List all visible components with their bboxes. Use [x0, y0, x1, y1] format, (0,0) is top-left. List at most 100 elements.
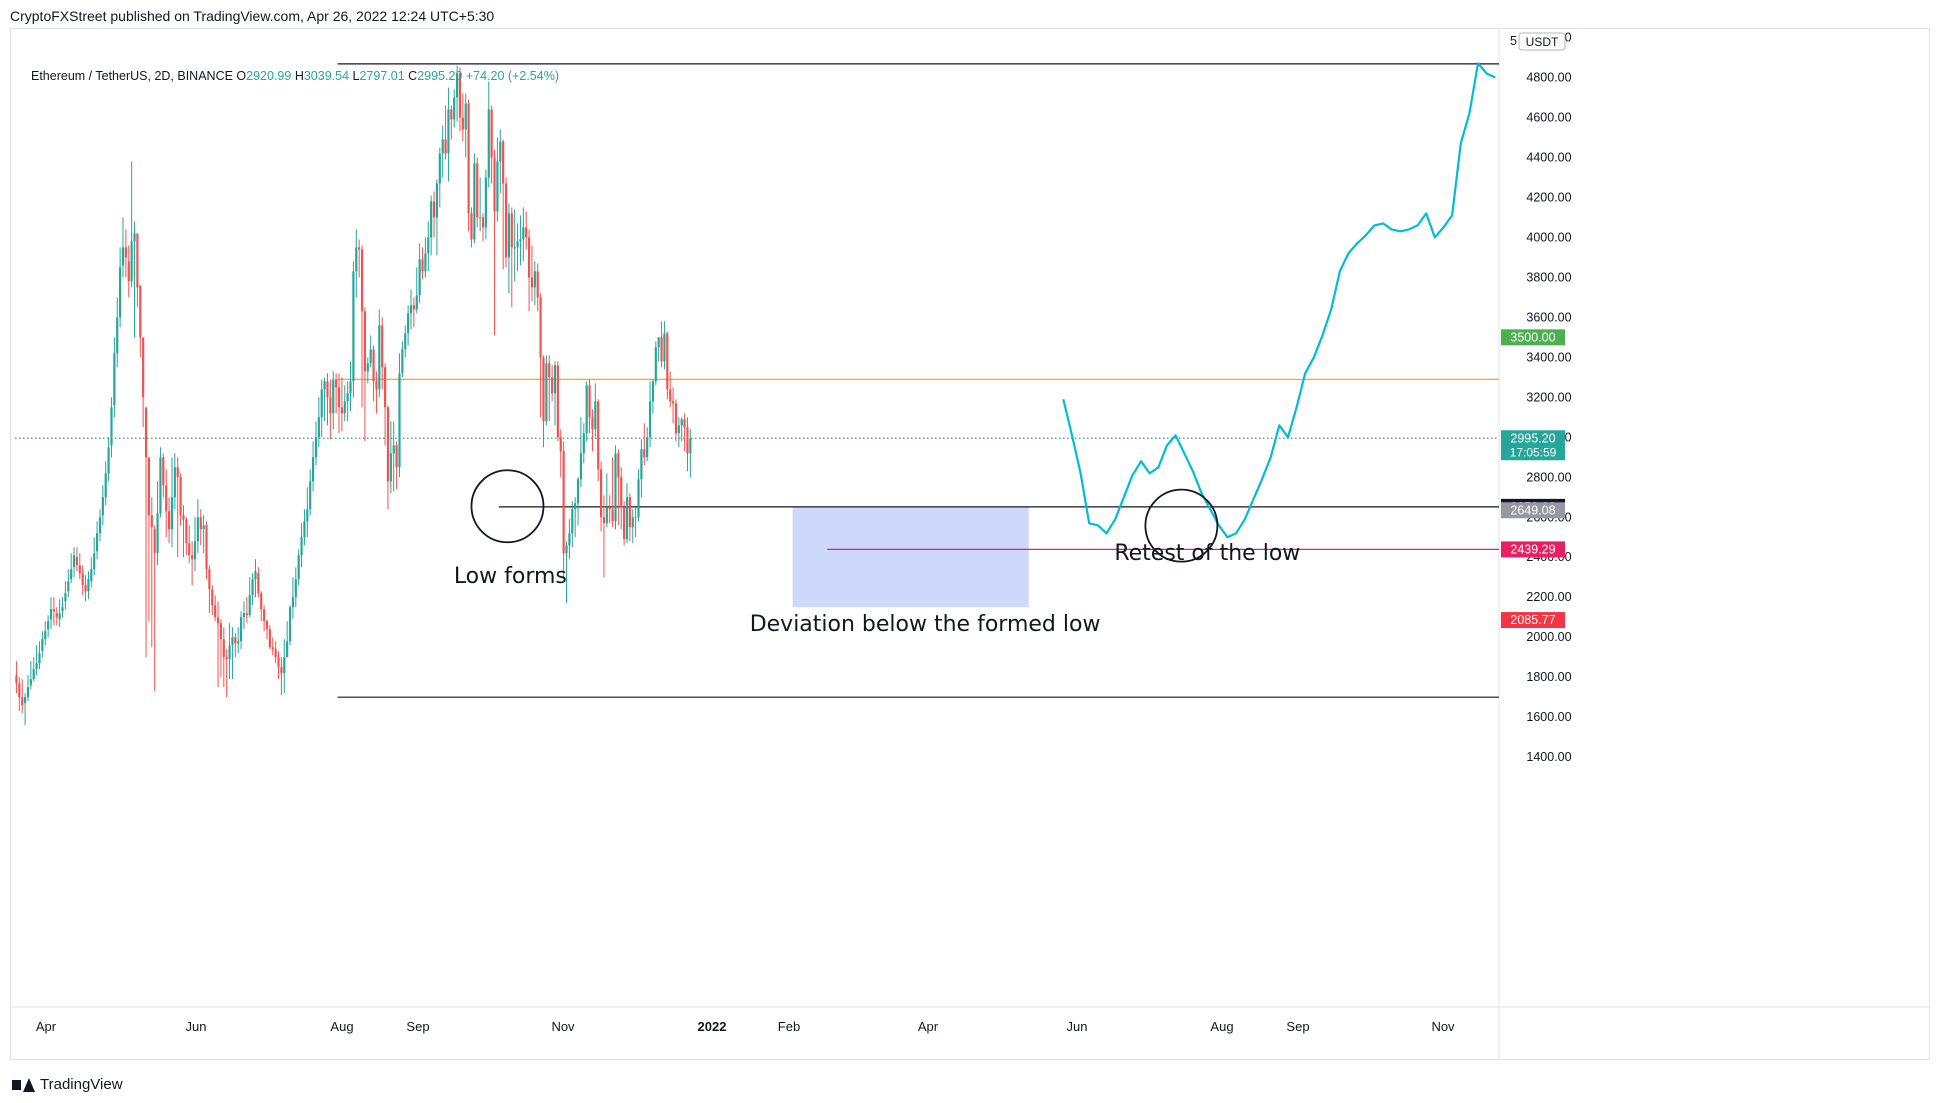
- candle-body: [234, 637, 237, 644]
- candle-body: [225, 657, 228, 660]
- candle-body: [153, 529, 156, 554]
- candle-body: [611, 509, 614, 522]
- candle-body: [87, 579, 90, 592]
- candle-body: [496, 161, 499, 212]
- y-tick-label: 5: [1510, 34, 1517, 48]
- symbol-legend: Ethereum / TetherUS, 2D, BINANCE O2920.9…: [31, 69, 559, 83]
- candle-body: [294, 579, 297, 598]
- candle-body: [430, 201, 433, 238]
- candle-body: [179, 477, 182, 516]
- price-label-box: [1501, 329, 1565, 346]
- candle-body: [167, 511, 171, 530]
- candle-body: [222, 639, 225, 658]
- low-forms-annotation: Low forms: [454, 564, 567, 589]
- candle-body: [441, 139, 444, 154]
- candle-body: [450, 109, 453, 120]
- candle-body: [205, 525, 208, 570]
- candle-body: [499, 141, 502, 162]
- candle-body: [329, 397, 332, 414]
- candle-body: [476, 163, 479, 218]
- high-label: H: [294, 69, 304, 83]
- currency-label: USDT: [1526, 35, 1559, 49]
- candle-body: [513, 247, 516, 249]
- candle-body: [510, 213, 513, 248]
- candle-body: [493, 157, 496, 212]
- candle-body: [637, 479, 640, 518]
- candle-body: [608, 507, 611, 510]
- candle-body: [133, 233, 136, 242]
- candle-body: [424, 253, 427, 272]
- close-label: C: [408, 69, 418, 83]
- candle-body: [381, 325, 384, 368]
- candle-body: [686, 427, 689, 454]
- candle-body: [588, 385, 591, 418]
- candle-body: [254, 571, 257, 580]
- candle-body: [271, 647, 274, 650]
- candle-body: [311, 457, 315, 482]
- candle-body: [21, 697, 24, 706]
- y-tick-label: 4000.00: [1526, 230, 1571, 244]
- y-tick-label: 3800.00: [1526, 270, 1571, 284]
- candle-body: [527, 237, 531, 278]
- candle-body: [634, 517, 637, 519]
- candle-body: [516, 241, 519, 248]
- candle-body: [458, 73, 462, 118]
- candle-body: [332, 379, 335, 414]
- candle-body: [251, 579, 254, 596]
- candle-body: [623, 507, 626, 540]
- candle-body: [64, 593, 67, 602]
- candle-body: [522, 227, 525, 240]
- price-label-box: [1501, 502, 1565, 519]
- candle-body: [90, 569, 93, 582]
- candle-body: [504, 183, 508, 258]
- candle-body: [432, 201, 436, 218]
- x-tick-label: Nov: [551, 1019, 575, 1034]
- y-tick-label: 4800.00: [1526, 70, 1571, 84]
- candle-body: [666, 333, 669, 390]
- candle-body: [144, 407, 148, 458]
- candle-body: [363, 311, 367, 372]
- x-tick-label: 2022: [698, 1019, 727, 1034]
- candle-body: [404, 333, 407, 350]
- chart-frame[interactable]: Low forms Deviation below the formed low R…: [10, 28, 1930, 1060]
- y-tick-label: 4600.00: [1526, 110, 1571, 124]
- candle-body: [602, 517, 606, 524]
- candle-body: [216, 617, 220, 624]
- candle-body: [643, 449, 646, 458]
- candle-body: [116, 317, 119, 354]
- candle-body: [412, 305, 415, 310]
- retest-circle: [1144, 488, 1219, 563]
- candle-body: [548, 363, 551, 378]
- candle-body: [369, 349, 372, 364]
- candle-body: [107, 447, 110, 474]
- candle-body: [35, 663, 38, 670]
- candle-body: [142, 337, 145, 398]
- candle-body: [211, 589, 214, 606]
- currency-box: [1518, 32, 1566, 51]
- candle-body: [392, 445, 395, 454]
- close-value: 2995.20: [417, 69, 463, 83]
- candles-group: [15, 65, 692, 726]
- candle-body: [317, 417, 320, 438]
- candle-body: [202, 525, 205, 530]
- price-label-box: [1501, 430, 1565, 461]
- high-value: 3039.54: [303, 69, 350, 83]
- price-chart[interactable]: Low forms Deviation below the formed low R…: [11, 29, 1929, 1059]
- candle-body: [677, 425, 680, 434]
- candle-body: [640, 449, 643, 480]
- candle-body: [130, 241, 133, 282]
- candle-body: [15, 675, 18, 684]
- candle-body: [571, 509, 574, 534]
- candle-body: [242, 613, 246, 618]
- candle-body: [487, 109, 490, 178]
- candle-body: [349, 381, 352, 394]
- candle-body: [669, 389, 672, 402]
- x-tick-label: Nov: [1431, 1019, 1455, 1034]
- candle-body: [594, 401, 597, 430]
- candle-body: [455, 73, 459, 98]
- candle-body: [268, 629, 271, 648]
- candle-body: [320, 389, 323, 418]
- candle-body: [427, 237, 430, 254]
- candle-body: [286, 641, 289, 658]
- candle-body: [657, 337, 660, 348]
